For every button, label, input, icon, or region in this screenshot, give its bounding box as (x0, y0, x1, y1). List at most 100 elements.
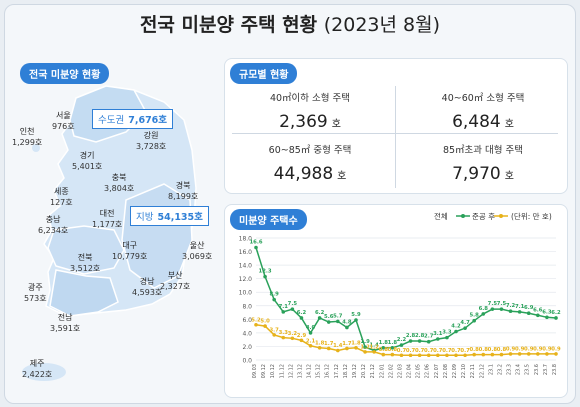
region-name: 제주 (29, 359, 45, 368)
data-point (417, 353, 422, 358)
data-point (399, 353, 404, 358)
data-label: 5.9 (351, 312, 361, 318)
data-point (426, 339, 431, 344)
data-point (363, 350, 367, 354)
data-label: 0.7 (397, 348, 407, 354)
data-label: 4.2 (451, 324, 461, 330)
data-label: 6.6 (533, 307, 543, 313)
data-point (290, 307, 295, 311)
region-sejong: 세종 127호 (50, 186, 73, 208)
data-label: 6.9 (524, 305, 534, 311)
data-point (436, 353, 440, 358)
region-name: 전북 (77, 253, 93, 262)
x-tick-label: 22.08 (443, 364, 449, 378)
data-point (526, 352, 531, 356)
data-point (481, 352, 486, 357)
data-label: 7.5 (488, 301, 498, 307)
y-tick-label: 14.0 (239, 263, 253, 270)
data-point (390, 352, 395, 357)
data-point (272, 333, 276, 337)
x-tick-label: 16.12 (325, 364, 331, 378)
data-point (481, 312, 486, 316)
data-point (263, 324, 267, 328)
x-tick-label: 19.12 (352, 364, 358, 378)
size-unit: 호 (337, 171, 347, 182)
data-point (545, 352, 549, 356)
data-label: 7.1 (515, 304, 525, 310)
capital-area-callout: 수도권 7,676호 (92, 109, 174, 129)
data-label: 3.3 (279, 330, 289, 336)
data-label: 4.7 (460, 320, 470, 326)
region-name: 경남 (139, 277, 155, 286)
size-value: 2,369 (279, 112, 328, 132)
x-tick-label: 14.12 (307, 364, 313, 378)
x-tick-label: 10.12 (270, 364, 276, 378)
x-tick-label: 22.05 (416, 364, 422, 378)
unsold-housing-chart: 전체 준공 후 (단위: 만 호) 0.0 2.0 4.0 6.0 8.0 10.0 12.… (239, 211, 561, 378)
region-value: 2,422호 (22, 370, 53, 379)
local-area-value: 54,135호 (157, 212, 203, 223)
x-tick-label: 23.3 (507, 364, 513, 375)
region-value: 2,327호 (160, 282, 191, 291)
x-tick-label: 23.1 (488, 364, 494, 375)
y-tick-label: 2.0 (242, 344, 252, 351)
size-large-85plus: 85㎡초과 대형 주택 7,970 호 (398, 142, 568, 184)
x-tick-label: 09.03 (252, 364, 258, 378)
region-gyeongnam: 경남 4,593호 (132, 276, 162, 298)
data-label: 3.1 (433, 331, 443, 337)
region-daejeon: 대전 1,177호 (92, 208, 122, 230)
data-label: 0.7 (424, 348, 434, 354)
region-name: 광주 (27, 283, 43, 292)
y-tick-label: 0.0 (242, 358, 252, 365)
size-value: 44,988 (273, 164, 334, 184)
data-label: 1.8 (351, 340, 361, 346)
local-area-callout: 지방 54,135호 (130, 206, 209, 226)
data-label: 8.9 (269, 292, 279, 298)
region-value: 6,234호 (38, 226, 69, 235)
size-label: 85㎡초과 대형 주택 (442, 145, 524, 156)
data-label: 7.5 (497, 301, 507, 307)
y-tick-label: 6.0 (242, 317, 252, 324)
y-tick-label: 8.0 (242, 303, 252, 310)
legend-completed-label: 준공 후 (472, 212, 495, 221)
data-point (345, 346, 349, 351)
data-label: 1.2 (360, 344, 370, 350)
x-tick-label: 23.6 (534, 364, 540, 375)
jeju-island-shape (22, 363, 66, 381)
region-gangwon: 강원 3,728호 (136, 130, 166, 152)
size-label: 40㎡이하 소형 주택 (269, 93, 351, 104)
region-name: 서울 (55, 111, 71, 120)
data-point (345, 325, 349, 330)
x-tick-label: 17.12 (334, 364, 340, 378)
page-title: 전국 미분양 주택 현황 (2023년 8월) (0, 10, 580, 37)
data-point (445, 335, 449, 340)
size-small-40: 40㎡이하 소형 주택 2,369 호 (225, 90, 395, 132)
data-label: 6.2 (315, 310, 325, 316)
region-name: 충남 (45, 215, 61, 224)
data-label: 1.8 (315, 340, 325, 346)
legend-completed-marker (499, 214, 503, 218)
region-name: 대전 (99, 209, 115, 218)
x-tick-label: 22.07 (434, 364, 440, 378)
data-label: 0.8 (479, 347, 489, 353)
data-point (554, 316, 558, 320)
data-point (490, 307, 495, 311)
region-name: 충북 (111, 173, 127, 182)
data-label: 0.8 (488, 347, 498, 353)
data-label: 6.8 (479, 306, 489, 312)
data-point (263, 274, 267, 279)
local-area-label: 지방 (136, 212, 154, 223)
map-section-label: 전국 미분양 현황 (20, 63, 110, 84)
legend-unit-label: (단위: 만 호) (511, 211, 552, 221)
x-tick-label: 23.8 (552, 364, 558, 375)
size-label: 60~85㎡ 중형 주택 (268, 145, 352, 156)
data-label: 7.1 (279, 304, 289, 310)
data-point (354, 346, 358, 350)
region-name: 대구 (122, 241, 138, 250)
data-label: 5.6 (324, 314, 334, 320)
region-value: 573호 (24, 294, 47, 303)
region-value: 4,593호 (132, 288, 163, 297)
x-tick-label: 22.12 (479, 364, 485, 378)
size-section-label: 규모별 현황 (230, 63, 298, 84)
size-unit: 호 (331, 119, 341, 130)
